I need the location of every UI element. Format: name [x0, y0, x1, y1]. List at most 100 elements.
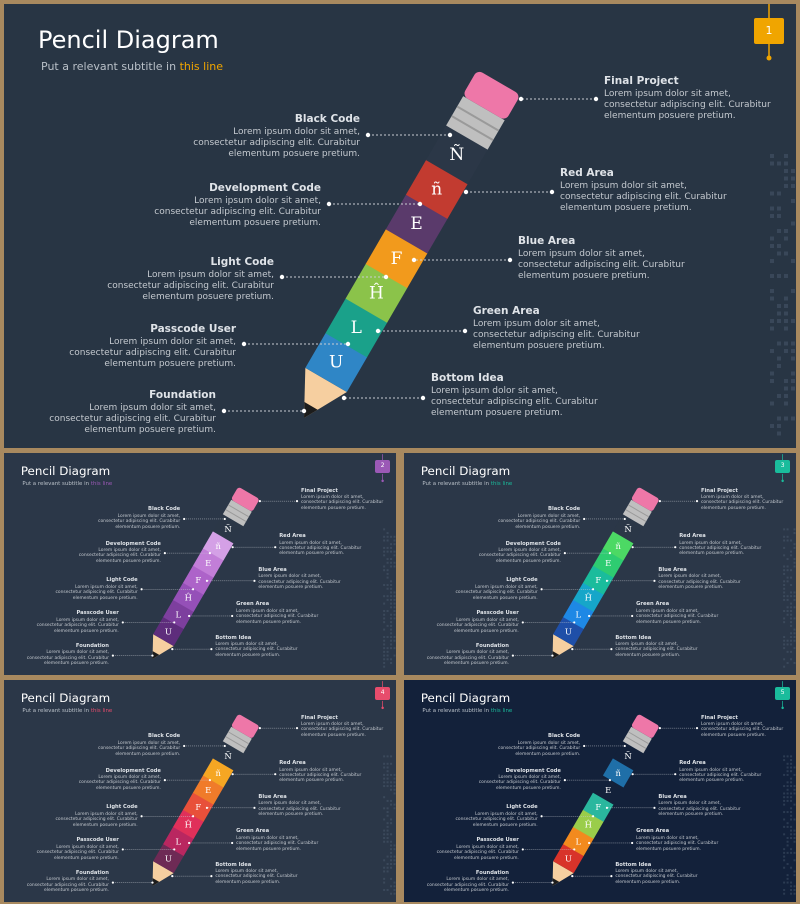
label-body: Lorem ipsum dolor sit amet, consectetur …	[78, 548, 161, 564]
connector-dot	[551, 654, 554, 657]
right-label: Red Area Lorem ipsum dolor sit amet, cons…	[679, 760, 767, 784]
label-heading: Light Code	[106, 577, 138, 584]
segment-letter: Ñ	[449, 144, 464, 165]
connector-dot	[111, 654, 114, 657]
segment-letter: U	[565, 627, 572, 637]
pencil-segment	[573, 582, 604, 612]
segment-letter: F	[195, 802, 201, 812]
connector-dot	[274, 773, 277, 776]
label-body: Lorem ipsum dolor sit amet, consectetur …	[478, 548, 561, 564]
label-heading: Foundation	[75, 870, 109, 877]
connector-dot	[241, 341, 247, 347]
slide-number-badge: 2	[375, 459, 391, 473]
pencil-wood-tip	[304, 367, 347, 418]
label-heading: Black Code	[294, 113, 360, 125]
label-body: Lorem ipsum dolor sit amet, consectetur …	[615, 642, 698, 658]
connector-dot	[171, 875, 174, 878]
connector-dot	[253, 806, 256, 809]
label-body: Lorem ipsum dolor sit amet, consectetur …	[436, 844, 519, 861]
left-label: Passcode User Lorem ipsum dolor sit amet,…	[31, 610, 119, 634]
label-body: Lorem ipsum dolor sit amet, consectetur …	[98, 740, 181, 757]
left-label: Light Code Lorem ipsum dolor sit amet, co…	[50, 577, 138, 601]
left-label: Foundation Lorem ipsum dolor sit amet, co…	[21, 870, 109, 894]
connector-dot	[631, 841, 634, 845]
connector-dot	[583, 744, 586, 748]
pencil-segment	[425, 125, 488, 185]
label-heading: Passcode User	[476, 837, 519, 844]
label-body: Lorem ipsum dolor sit amet, consectetur …	[700, 722, 784, 738]
connector-dot	[191, 815, 195, 818]
decorative-square-pattern	[383, 755, 396, 895]
connector-dot	[205, 806, 209, 809]
right-label: Blue Area Lorem ipsum dolor sit amet, con…	[258, 794, 346, 818]
decorative-square-pattern	[770, 154, 795, 436]
label-body: Lorem ipsum dolor sit amet, consectetur …	[36, 617, 119, 634]
slide-subtitle: Put a relevant subtitle in this line	[41, 60, 223, 73]
connector-dot	[121, 848, 124, 851]
label-body: Lorem ipsum dolor sit amet, consectetur …	[473, 319, 640, 351]
connector-dot	[549, 189, 555, 195]
left-label: Black Code Lorem ipsum dolor sit amet, co…	[182, 114, 360, 160]
segment-letter: Ñ	[224, 523, 231, 534]
label-body: Lorem ipsum dolor sit amet, consectetur …	[26, 877, 109, 894]
label-heading: Light Code	[106, 804, 138, 811]
connector-dot	[231, 614, 234, 618]
label-heading: Final Project	[300, 714, 338, 721]
right-label: Blue Area Lorem ipsum dolor sit amet, con…	[658, 567, 746, 591]
segment-letter: E	[410, 214, 422, 234]
connector-dot	[631, 614, 634, 618]
label-body: Lorem ipsum dolor sit amet, consectetur …	[300, 495, 384, 511]
label-body: Lorem ipsum dolor sit amet, consectetur …	[279, 767, 362, 784]
label-body: Lorem ipsum dolor sit amet, consectetur …	[154, 196, 321, 228]
connector-dot	[279, 274, 285, 280]
right-label: Red Area Lorem ipsum dolor sit amet, cons…	[279, 533, 367, 557]
label-body: Lorem ipsum dolor sit amet, consectetur …	[518, 249, 685, 281]
right-label: Blue Area Lorem ipsum dolor sit amet, con…	[658, 794, 746, 818]
slide-subtitle: Put a relevant subtitle in this line	[22, 708, 112, 714]
right-label: Red Area Lorem ipsum dolor sit amet, cons…	[679, 533, 767, 557]
pencil-segment	[583, 792, 614, 822]
connector-dot	[411, 257, 417, 263]
pencil-segment	[405, 159, 468, 219]
pencil-segment	[592, 775, 624, 805]
segment-letter: F	[595, 802, 601, 812]
connector-dot	[623, 517, 626, 521]
connector-dot	[658, 500, 661, 503]
left-label: Development Code Lorem ipsum dolor sit am…	[473, 768, 561, 792]
connector-dot	[205, 579, 209, 582]
left-label: Development Code Lorem ipsum dolor sit am…	[73, 540, 161, 565]
pencil-segment	[183, 565, 214, 595]
pencil-segment	[163, 826, 194, 857]
label-body: Lorem ipsum dolor sit amet, consectetur …	[236, 608, 319, 625]
left-label: Passcode User Lorem ipsum dolor sit amet,…	[58, 324, 236, 370]
label-heading: Development Code	[105, 540, 161, 547]
slide-subtitle: Put a relevant subtitle in this line	[422, 708, 512, 714]
label-heading: Light Code	[506, 804, 538, 811]
connector-lines	[111, 727, 299, 884]
connector-dot	[375, 328, 381, 334]
pencil-lead	[152, 878, 160, 887]
segment-letter: U	[329, 353, 343, 373]
subtitle-text: Put a relevant subtitle in	[22, 707, 91, 714]
segment-letter: Ĥ	[185, 818, 192, 829]
label-heading: Foundation	[475, 870, 509, 877]
label-body: Lorem ipsum dolor sit amet, consectetur …	[700, 495, 784, 511]
label-heading: Black Code	[548, 506, 581, 513]
left-label: Passcode User Lorem ipsum dolor sit amet,…	[31, 837, 119, 861]
label-body: Lorem ipsum dolor sit amet, consectetur …	[55, 584, 138, 601]
label-heading: Green Area	[636, 828, 670, 835]
pencil-segment	[153, 616, 184, 647]
connector-dot	[511, 654, 514, 657]
label-body: Lorem ipsum dolor sit amet, consectetur …	[615, 869, 698, 885]
segment-letter: Ĥ	[585, 591, 592, 602]
label-body: Lorem ipsum dolor sit amet, consectetur …	[36, 844, 119, 861]
left-label: Development Code Lorem ipsum dolor sit am…	[73, 768, 161, 792]
right-label: Green Area Lorem ipsum dolor sit amet, co…	[636, 829, 724, 852]
label-heading: Green Area	[636, 601, 670, 608]
connector-dot	[573, 621, 576, 624]
